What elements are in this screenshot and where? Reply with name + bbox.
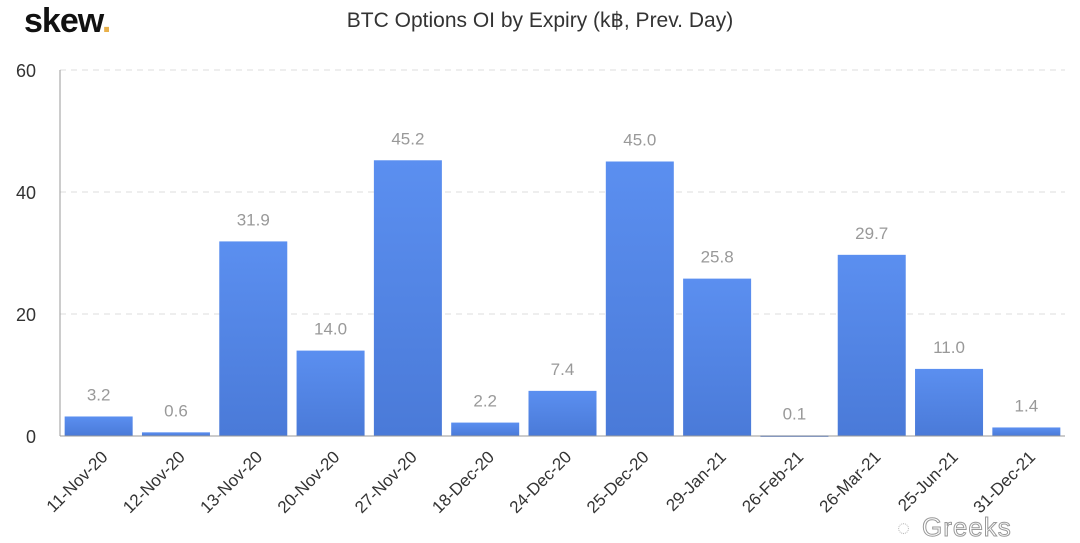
bar [605,161,674,436]
data-label: 2.2 [473,392,497,411]
wechat-icon: ◌ [897,515,911,540]
data-label: 7.4 [551,360,575,379]
bar [219,241,288,436]
bar [296,350,365,436]
data-label: 25.8 [701,248,734,267]
data-label: 31.9 [237,210,270,229]
bar [141,432,210,436]
bar [451,422,520,436]
data-label: 14.0 [314,320,347,339]
logo-dot: . [101,2,112,40]
data-label: 3.2 [87,385,111,404]
x-tick-label: 12-Nov-20 [119,447,189,517]
x-tick-label: 25-Dec-20 [583,447,653,517]
x-tick-label: 26-Feb-21 [738,447,807,516]
x-tick-label: 25-Jun-21 [894,447,962,515]
x-tick-label: 20-Nov-20 [274,447,344,517]
data-label: 0.1 [783,404,807,423]
data-label: 29.7 [855,224,888,243]
watermark: Greeks [922,512,1012,543]
x-tick-label: 11-Nov-20 [43,447,112,516]
bar [683,278,752,436]
logo-text: skew [24,2,103,40]
bar [528,390,597,436]
x-tick-label: 31-Dec-21 [970,447,1040,517]
chart-title-text: BTC Options OI by Expiry (k฿, Prev. Day) [346,9,734,32]
bar [837,254,906,436]
data-label: 1.4 [1015,396,1039,415]
bar [992,427,1061,436]
data-label: 45.2 [391,129,424,148]
y-tick-label: 20 [16,305,36,325]
y-tick-label: 60 [16,61,36,81]
data-label: 11.0 [933,338,965,357]
x-tick-label: 29-Jan-21 [662,447,730,515]
y-tick-label: 0 [26,427,36,447]
x-tick-label: 13-Nov-20 [197,447,267,517]
bar [64,416,133,436]
data-label: 0.6 [164,401,188,420]
skew-logo: skew. [24,2,112,41]
x-tick-label: 26-Mar-21 [816,447,885,516]
bar [915,368,984,436]
data-label: 45.0 [623,131,656,150]
x-tick-label: 24-Dec-20 [506,447,576,517]
chart-title: BTC Options OI by Expiry (k฿, Prev. Day) [0,8,1080,33]
bar [373,160,442,436]
y-tick-label: 40 [16,183,36,203]
x-tick-label: 27-Nov-20 [351,447,421,517]
x-tick-label: 18-Dec-20 [428,447,498,517]
